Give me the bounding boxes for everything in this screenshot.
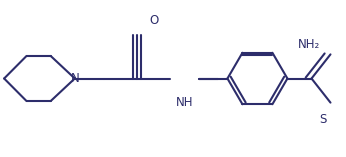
Text: NH₂: NH₂ (298, 38, 320, 51)
Text: NH: NH (176, 96, 194, 109)
Text: O: O (149, 14, 159, 27)
Text: S: S (319, 113, 327, 126)
Text: N: N (70, 72, 79, 85)
